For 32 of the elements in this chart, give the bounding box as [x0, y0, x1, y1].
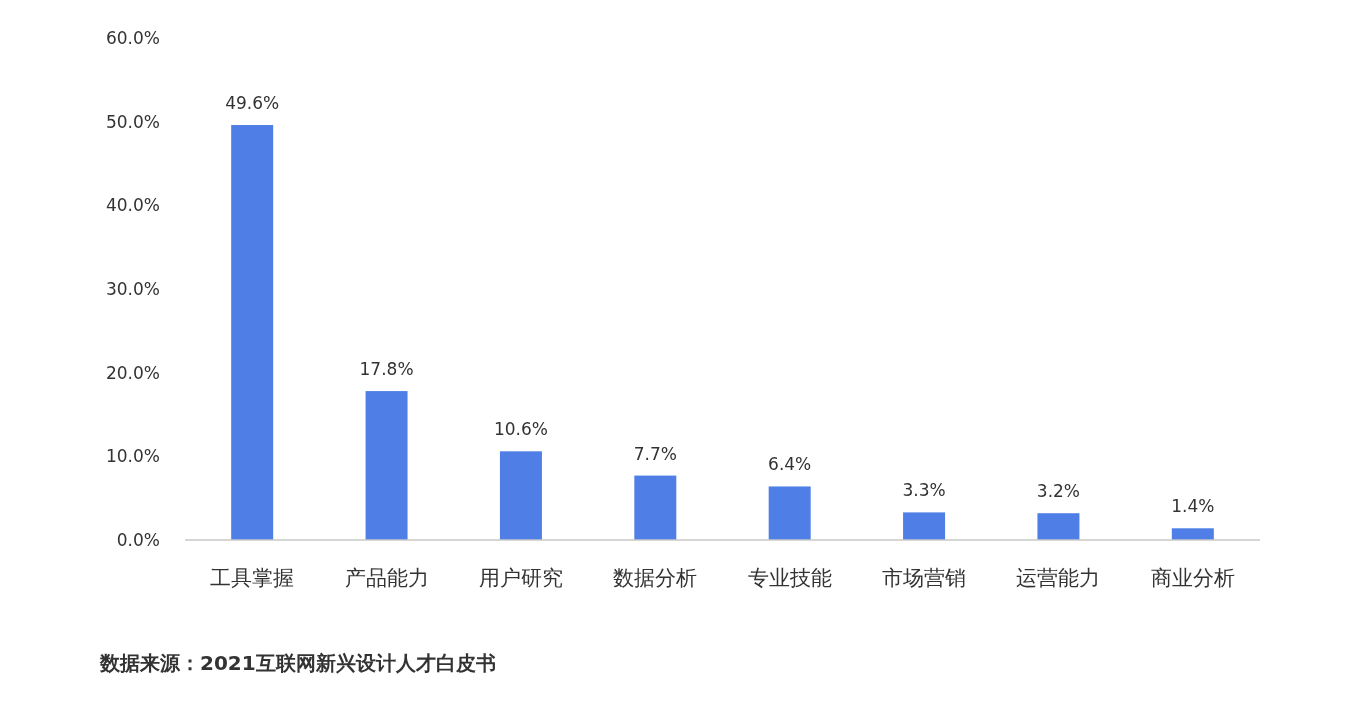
data-label: 17.8% [359, 359, 414, 380]
x-tick-label: 商业分析 [1150, 566, 1235, 590]
bar [903, 512, 946, 540]
data-label: 49.6% [225, 93, 280, 114]
data-label: 3.3% [902, 480, 946, 501]
data-label: 10.6% [493, 419, 548, 440]
bar [499, 451, 542, 540]
data-label: 6.4% [768, 454, 812, 475]
bar [231, 125, 274, 540]
x-tick-label: 用户研究 [478, 566, 563, 590]
bar [365, 391, 408, 540]
x-tick-label: 运营能力 [1016, 566, 1101, 590]
y-tick-label: 60.0% [105, 28, 160, 48]
data-label: 1.4% [1171, 496, 1215, 517]
bar [634, 475, 677, 540]
bar [1171, 528, 1214, 540]
bar [1037, 513, 1080, 540]
x-tick-label: 工具掌握 [210, 566, 295, 590]
bar [768, 486, 811, 540]
x-tick-label: 专业技能 [747, 566, 832, 590]
y-tick-label: 50.0% [105, 111, 160, 132]
y-tick-label: 30.0% [105, 279, 160, 299]
y-tick-label: 10.0% [105, 446, 160, 467]
x-tick-label: 产品能力 [344, 566, 429, 590]
source-note: 数据来源：2021互联网新兴设计人才白皮书 [99, 651, 496, 675]
data-label: 3.2% [1036, 481, 1081, 502]
x-tick-label: 市场营销 [882, 566, 967, 590]
y-tick-label: 40.0% [105, 195, 160, 216]
y-tick-label: 0.0% [116, 530, 160, 550]
x-tick-label: 数据分析 [613, 566, 698, 590]
data-label: 7.7% [633, 443, 677, 464]
y-tick-label: 20.0% [105, 362, 160, 383]
